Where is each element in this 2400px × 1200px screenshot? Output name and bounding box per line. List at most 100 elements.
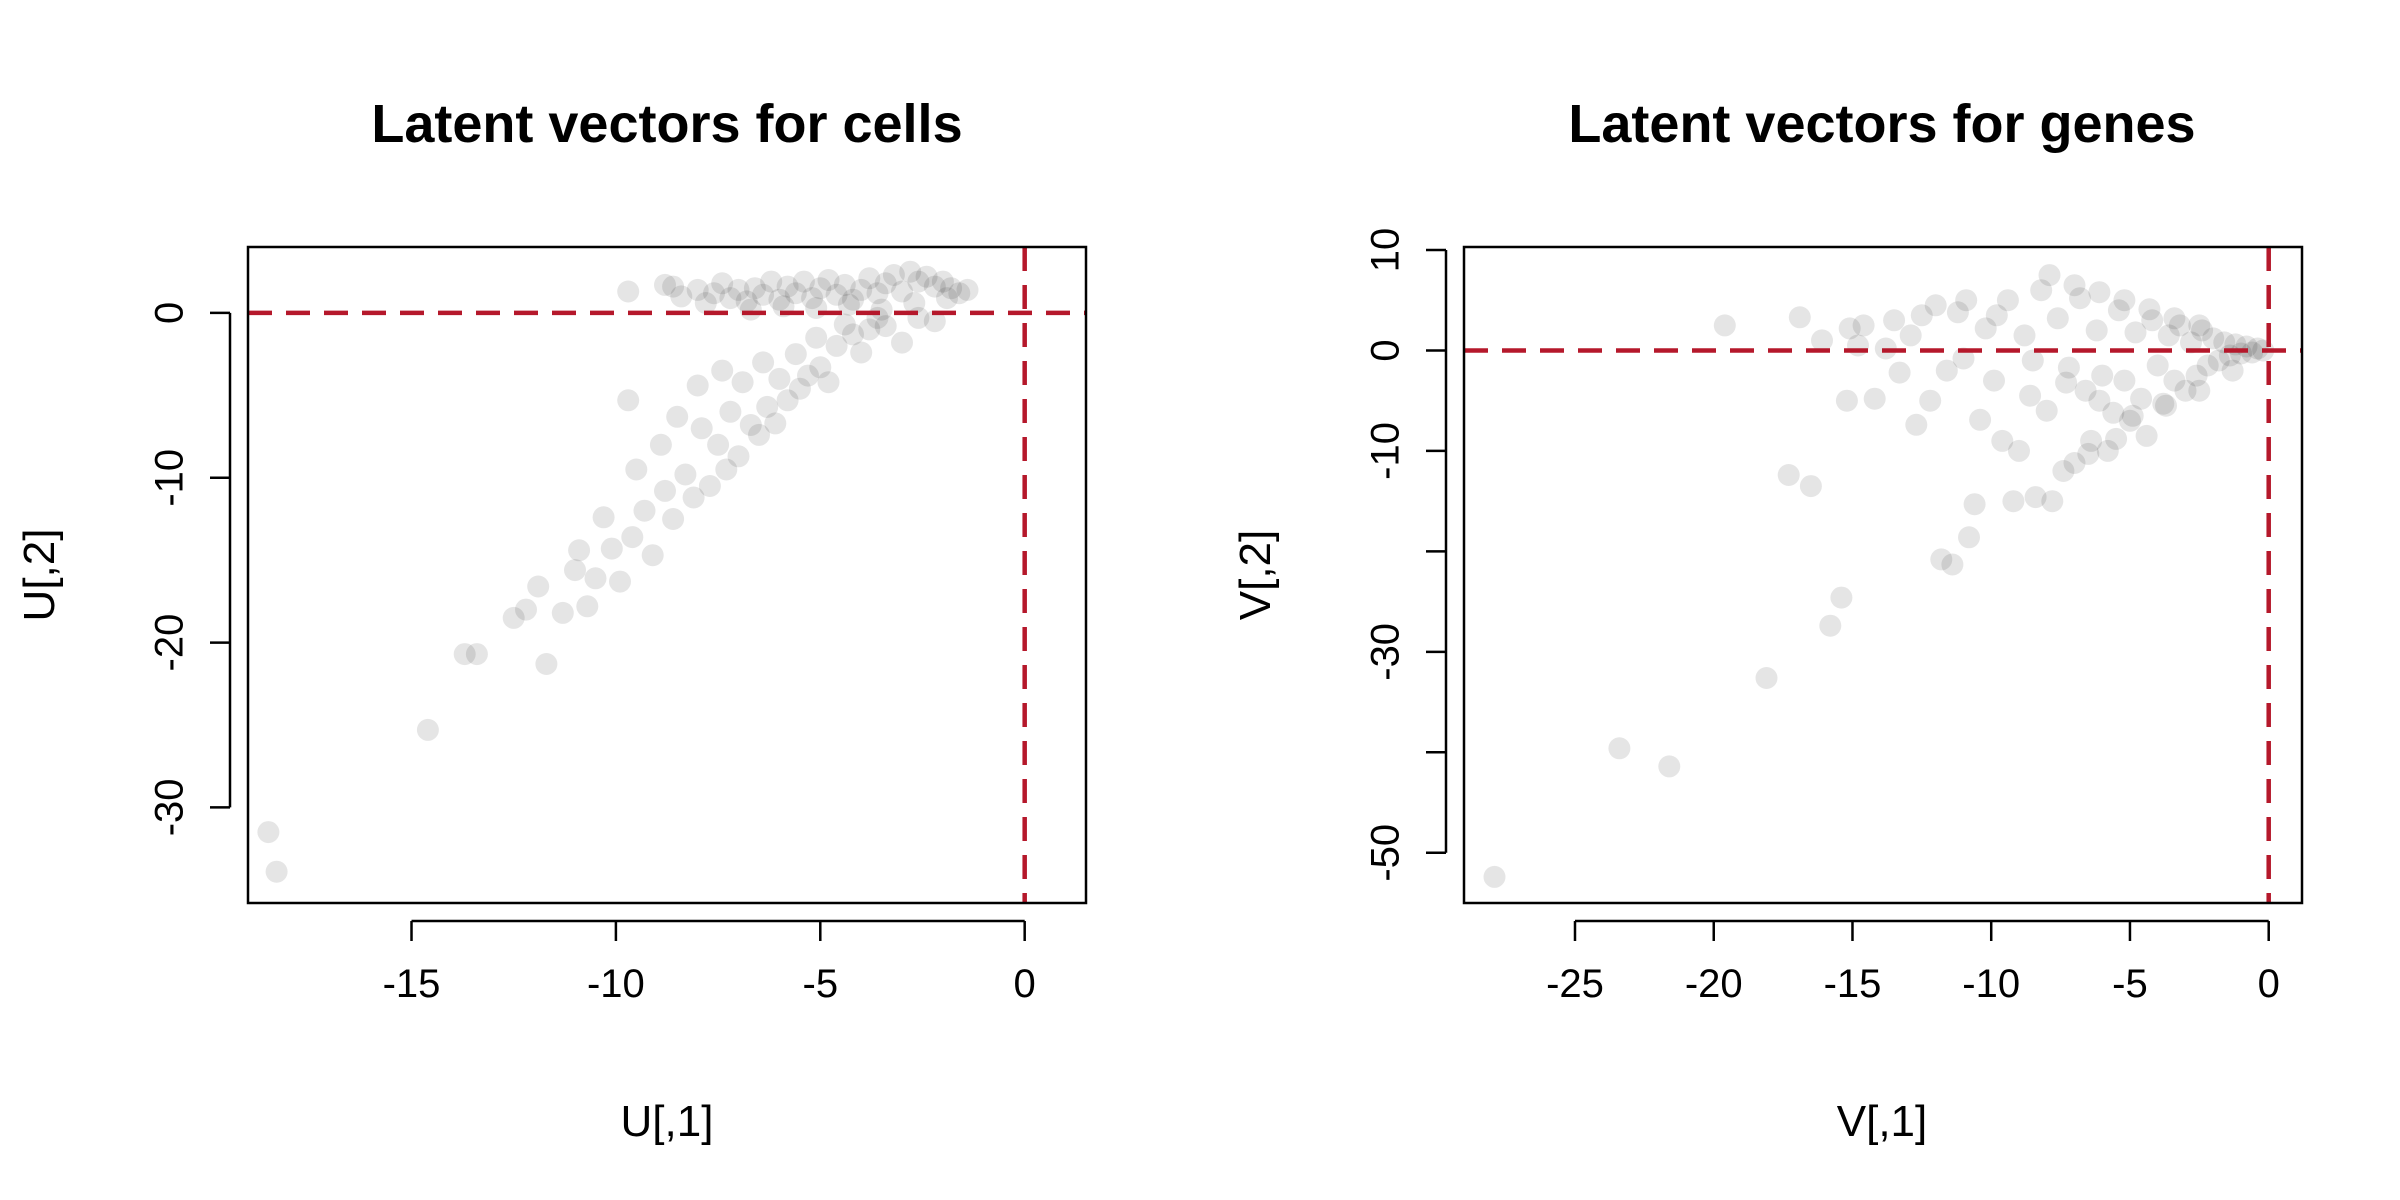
- genes-points-layer: [1483, 264, 2275, 888]
- genes-x-tick-label: -15: [1824, 962, 1882, 1006]
- cells-data-point: [739, 298, 762, 321]
- genes-data-point: [1852, 314, 1875, 337]
- genes-data-point: [2080, 429, 2103, 452]
- genes-data-point: [1910, 304, 1933, 327]
- cells-data-point: [931, 270, 954, 293]
- genes-data-point: [2196, 354, 2219, 377]
- cells-data-point: [719, 400, 742, 423]
- genes-data-point: [2130, 387, 2153, 410]
- genes-data-point: [2030, 279, 2053, 302]
- genes-data-point: [2035, 399, 2058, 422]
- cells-data-point: [809, 356, 832, 379]
- genes-data-point: [1963, 493, 1986, 516]
- cells-data-point: [903, 292, 926, 314]
- genes-data-point: [2085, 319, 2108, 342]
- cells-data-point: [756, 395, 779, 418]
- genes-data-point: [2174, 379, 2197, 402]
- cells-data-point: [686, 374, 709, 397]
- genes-data-point: [2063, 274, 2086, 297]
- genes-x-tick-label: -5: [2112, 962, 2148, 1006]
- cells-data-point: [866, 282, 889, 305]
- cells-plot-frame: [246, 245, 1088, 905]
- genes-data-point: [2135, 424, 2158, 447]
- cells-data-point: [686, 278, 709, 301]
- cells-data-point: [764, 412, 787, 435]
- cells-data-point: [797, 364, 819, 387]
- genes-data-point: [1819, 614, 1842, 637]
- genes-data-point: [1847, 334, 1869, 357]
- cells-y-axis-label: U[,2]: [15, 529, 64, 622]
- cells-y-tick-label: -20: [148, 614, 192, 672]
- genes-data-point: [1658, 755, 1681, 778]
- genes-data-point: [2091, 364, 2114, 387]
- cells-data-point: [564, 559, 586, 582]
- genes-data-point: [2038, 264, 2061, 287]
- genes-data-point: [2202, 327, 2225, 350]
- cells-data-point: [707, 433, 730, 456]
- cells-data-point: [825, 283, 848, 306]
- genes-data-point: [1905, 413, 1928, 436]
- cells-data-point: [609, 570, 631, 593]
- cells-data-point: [674, 463, 697, 486]
- genes-data-point: [2180, 331, 2202, 354]
- genes-data-point: [2207, 349, 2230, 372]
- cells-data-point: [850, 278, 873, 301]
- genes-data-point: [2019, 384, 2042, 407]
- cells-data-point: [535, 653, 558, 675]
- genes-data-point: [2146, 354, 2169, 377]
- genes-y-tick-label: -50: [1364, 824, 1408, 882]
- genes-data-point: [1955, 289, 1978, 312]
- cells-data-point: [698, 475, 721, 497]
- cells-data-point: [899, 260, 922, 283]
- cells-data-point: [837, 293, 860, 316]
- cells-data-point: [825, 334, 848, 357]
- cells-x-tick-label: 0: [1014, 962, 1036, 1006]
- genes-data-point: [1608, 737, 1631, 760]
- cells-reference-lines: [248, 247, 1086, 903]
- genes-data-point: [2021, 349, 2044, 372]
- genes-data-point: [2102, 401, 2125, 424]
- genes-data-point: [1946, 301, 1969, 324]
- cells-x-axis-label: U[,1]: [621, 1097, 714, 1146]
- genes-data-point: [2152, 392, 2175, 415]
- cells-data-point: [465, 643, 488, 666]
- genes-data-point: [2191, 319, 2214, 342]
- cells-data-point: [956, 278, 979, 301]
- cells-panel: Latent vectors for cells -15 -10 -5 0 0-10-…: [15, 94, 1088, 1146]
- genes-x-tick-label: -20: [1685, 962, 1743, 1006]
- cells-data-point: [784, 282, 807, 305]
- cells-data-point: [592, 506, 615, 529]
- cells-points-layer: [257, 260, 979, 883]
- genes-data-point: [2138, 298, 2161, 321]
- cells-x-tick-label: -5: [803, 962, 839, 1006]
- genes-plot-frame: [1462, 245, 2304, 905]
- cells-data-point: [874, 272, 897, 295]
- genes-data-point: [1952, 347, 1975, 370]
- genes-data-point: [2188, 314, 2211, 337]
- genes-y-axis-label: V[,2]: [1231, 530, 1280, 621]
- cells-data-point: [882, 264, 905, 286]
- genes-data-point: [2052, 460, 2075, 482]
- cells-y-tick-label: -30: [148, 778, 192, 836]
- genes-data-point: [1991, 429, 2014, 452]
- cells-data-point: [416, 718, 439, 741]
- genes-data-point: [2155, 394, 2177, 417]
- genes-data-point: [2107, 299, 2130, 322]
- genes-data-point: [2221, 359, 2244, 382]
- cells-data-point: [858, 267, 881, 290]
- cells-data-point: [870, 298, 893, 321]
- cells-data-point: [805, 326, 828, 349]
- cells-data-point: [784, 343, 807, 366]
- genes-y-tick-label: 0: [1364, 339, 1408, 361]
- cells-data-point: [768, 288, 791, 311]
- cells-data-point: [760, 270, 783, 293]
- cells-data-point: [809, 277, 832, 300]
- genes-data-point: [2063, 452, 2086, 474]
- genes-data-point: [2088, 389, 2111, 412]
- genes-data-point: [2105, 427, 2128, 450]
- cells-data-point: [743, 277, 766, 300]
- genes-data-point: [1863, 387, 1886, 410]
- cells-data-point: [735, 290, 758, 313]
- cells-data-point: [739, 414, 762, 436]
- cells-data-point: [502, 606, 525, 629]
